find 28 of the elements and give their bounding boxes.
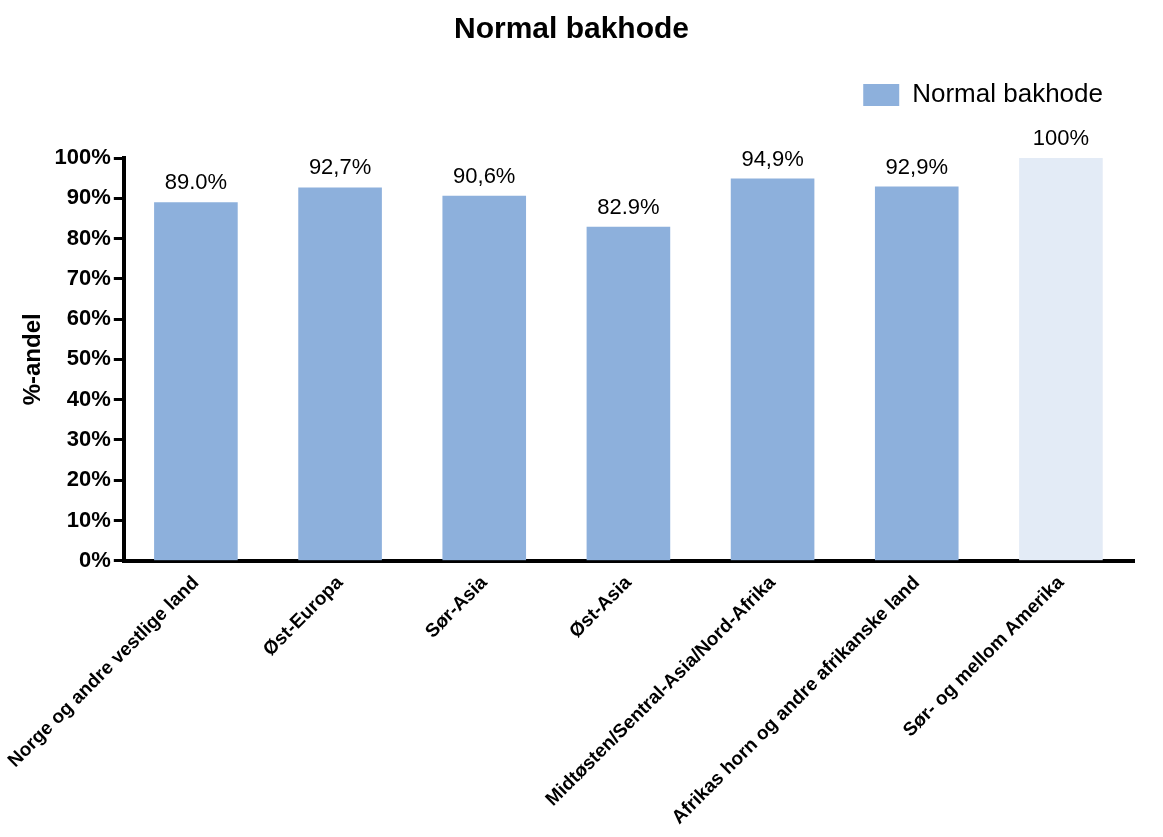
y-tick-label: 80% xyxy=(66,224,111,250)
y-tick-label: 100% xyxy=(54,144,111,170)
legend-label: Normal bakhode xyxy=(912,78,1104,109)
data-label: 92,7% xyxy=(308,154,372,180)
data-label: 82.9% xyxy=(597,193,660,219)
y-tick-label: 30% xyxy=(66,425,111,451)
bar xyxy=(154,202,238,561)
y-tick-label: 70% xyxy=(66,264,111,290)
bar xyxy=(298,187,382,561)
data-label: 100% xyxy=(1032,125,1090,151)
data-label: 92,9% xyxy=(885,153,948,179)
data-label: 94,9% xyxy=(741,145,804,171)
bar xyxy=(442,195,527,561)
y-tick-label: 90% xyxy=(66,184,111,210)
bar xyxy=(1019,158,1103,561)
data-label: 89.0% xyxy=(164,169,228,195)
chart-title: Normal bakhode xyxy=(453,11,690,45)
bar xyxy=(730,178,815,561)
y-tick-label: 40% xyxy=(66,385,111,411)
y-tick-label: 20% xyxy=(66,466,111,492)
y-tick-label: 10% xyxy=(66,506,111,532)
y-tick-label: 60% xyxy=(66,305,111,331)
y-tick-label: 50% xyxy=(66,345,111,371)
y-tick-label: 0% xyxy=(79,546,111,572)
bar xyxy=(874,186,959,561)
y-axis-title: %-andel xyxy=(17,313,45,406)
bar xyxy=(586,226,671,561)
data-label: 90,6% xyxy=(453,162,516,188)
